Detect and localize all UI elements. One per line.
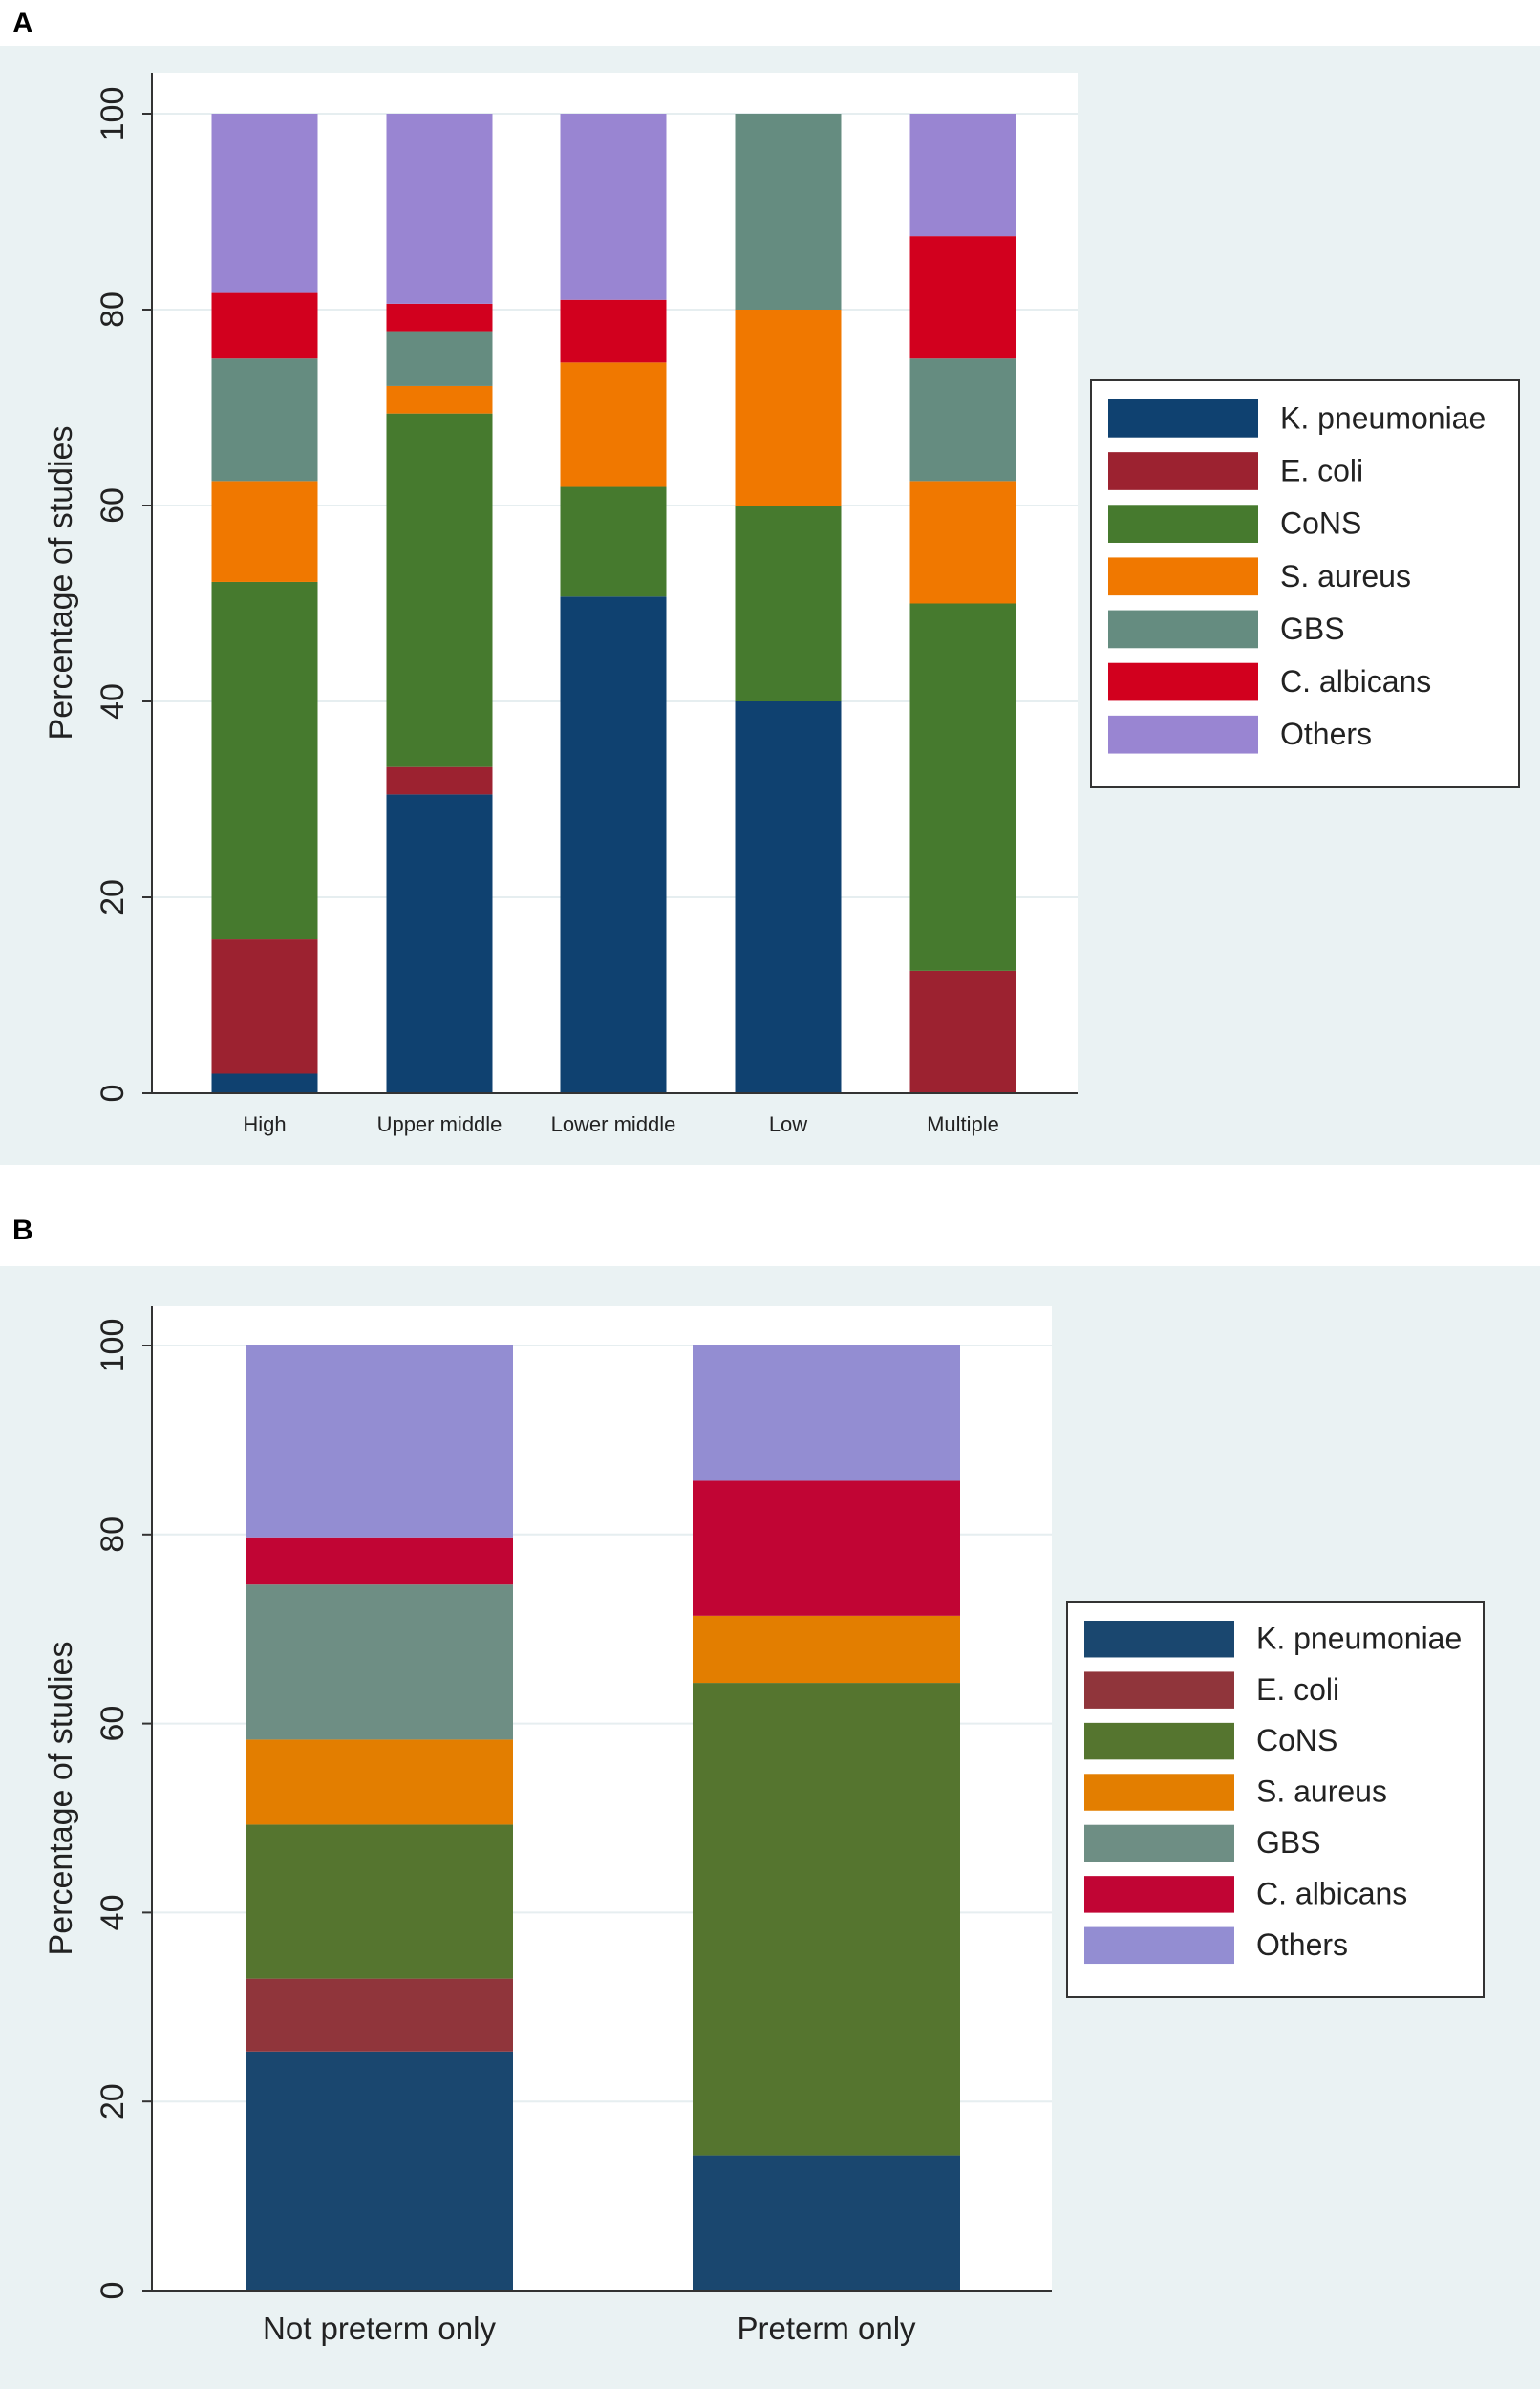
legend-swatch: [1084, 1671, 1234, 1709]
legend-swatch: [1084, 1774, 1234, 1811]
bar-segment-gbs: [211, 358, 318, 482]
legend-swatch: [1084, 1722, 1234, 1760]
legend-label: Others: [1256, 1927, 1348, 1962]
y-tick-label: 80: [95, 291, 131, 328]
x-tick-label: Lower middle: [551, 1112, 676, 1136]
bar-segment-s-aureus: [211, 481, 318, 582]
bar-segment-others: [211, 114, 318, 293]
bar-segment-cons: [211, 581, 318, 940]
bar-segment-c-albicans: [211, 292, 318, 359]
legend-label: E. coli: [1280, 453, 1363, 487]
legend-label: Others: [1280, 717, 1372, 751]
legend-label: CoNS: [1280, 506, 1361, 541]
bar-segment-e-coli: [211, 939, 318, 1074]
bar-segment-e-coli: [386, 766, 493, 795]
y-tick-label: 100: [95, 87, 131, 141]
bar-segment-others: [246, 1345, 513, 1538]
legend-swatch: [1084, 1926, 1234, 1965]
bar-segment-others: [693, 1345, 960, 1481]
y-tick-label: 0: [95, 2282, 131, 2300]
bar-segment-cons: [735, 506, 842, 701]
legend-label: CoNS: [1256, 1723, 1337, 1757]
bar-segment-c-albicans: [693, 1480, 960, 1616]
y-axis-label: Percentage of studies: [43, 426, 79, 741]
bar-segment-cons: [246, 1824, 513, 1979]
x-tick-label: Multiple: [927, 1112, 999, 1136]
bar-segment-gbs: [246, 1584, 513, 1740]
y-tick-label: 60: [95, 1706, 131, 1742]
x-tick-label: Preterm only: [737, 2311, 916, 2346]
bar-segment-k-pneumoniae: [211, 1073, 318, 1093]
bar-segment-s-aureus: [246, 1739, 513, 1825]
bar-segment-others: [909, 114, 1016, 237]
bar-segment-k-pneumoniae: [693, 2155, 960, 2291]
x-tick-label: Upper middle: [377, 1112, 503, 1136]
y-tick-label: 100: [95, 1319, 131, 1373]
bar-segment-cons: [693, 1683, 960, 2156]
panel-label: B: [12, 1215, 33, 1246]
bar-segment-k-pneumoniae: [560, 596, 667, 1093]
y-axis-label: Percentage of studies: [43, 1642, 79, 1956]
panel-b: B 0 20 40 60 80 100 Percentage of studies Not pr…: [0, 1215, 1540, 2389]
legend: K. pneumoniae E. coli CoNS S. aureus GBS C. a…: [1066, 1601, 1485, 1998]
bar-segment-c-albicans: [909, 236, 1016, 359]
bar-segment-k-pneumoniae: [735, 701, 842, 1093]
bar-segment-cons: [909, 603, 1016, 971]
y-tick-label: 40: [95, 1894, 131, 1930]
bar-segment-s-aureus: [909, 481, 1016, 604]
legend: K. pneumoniae E. coli CoNS S. aureus GBS C. a…: [1090, 379, 1520, 788]
legend-label: K. pneumoniae: [1280, 400, 1486, 435]
legend-swatch: [1108, 505, 1258, 543]
panel-label: A: [12, 8, 33, 39]
legend-label: S. aureus: [1256, 1775, 1387, 1809]
y-tick-label: 20: [95, 2083, 131, 2120]
legend-swatch: [1084, 1876, 1234, 1913]
x-tick-label: Low: [769, 1112, 807, 1136]
y-tick-label: 0: [95, 1085, 131, 1103]
x-tick-label: Not preterm only: [263, 2311, 496, 2346]
bar-segment-s-aureus: [386, 385, 493, 414]
bar-segment-c-albicans: [560, 299, 667, 363]
legend-swatch: [1108, 399, 1258, 438]
y-tick-label: 40: [95, 683, 131, 720]
legend-label: C. albicans: [1280, 664, 1431, 699]
legend-swatch: [1108, 662, 1258, 701]
legend-label: K. pneumoniae: [1256, 1621, 1462, 1655]
legend-swatch: [1108, 557, 1258, 596]
panel-a: A 0 20 40 60 80 100 Percentage of studies High Up…: [0, 8, 1540, 1165]
legend-label: S. aureus: [1280, 559, 1411, 593]
bar-segment-others: [386, 114, 493, 304]
y-tick-label: 60: [95, 487, 131, 524]
legend-label: C. albicans: [1256, 1877, 1407, 1911]
bar-segment-k-pneumoniae: [386, 794, 493, 1093]
bar-segment-k-pneumoniae: [246, 2051, 513, 2291]
bar-segment-gbs: [735, 114, 842, 310]
y-tick-label: 80: [95, 1517, 131, 1553]
x-tick-label: High: [243, 1112, 286, 1136]
bar-segment-s-aureus: [560, 362, 667, 487]
bar-segment-c-albicans: [386, 303, 493, 332]
bar-segment-s-aureus: [735, 310, 842, 506]
legend-label: E. coli: [1256, 1672, 1339, 1707]
legend-swatch: [1108, 715, 1258, 754]
bar-segment-cons: [386, 413, 493, 767]
bar-segment-e-coli: [246, 1978, 513, 2052]
legend-swatch: [1108, 610, 1258, 649]
bar-segment-gbs: [909, 358, 1016, 482]
bar-segment-gbs: [386, 331, 493, 386]
y-tick-label: 20: [95, 879, 131, 915]
legend-label: GBS: [1280, 612, 1345, 646]
legend-swatch: [1084, 1824, 1234, 1862]
legend-swatch: [1108, 452, 1258, 490]
bar-segment-c-albicans: [246, 1537, 513, 1585]
legend-swatch: [1084, 1621, 1234, 1658]
bar-segment-others: [560, 114, 667, 300]
bar-segment-cons: [560, 486, 667, 597]
bar-segment-e-coli: [909, 970, 1016, 1093]
bar-segment-s-aureus: [693, 1615, 960, 1684]
legend-label: GBS: [1256, 1825, 1321, 1860]
